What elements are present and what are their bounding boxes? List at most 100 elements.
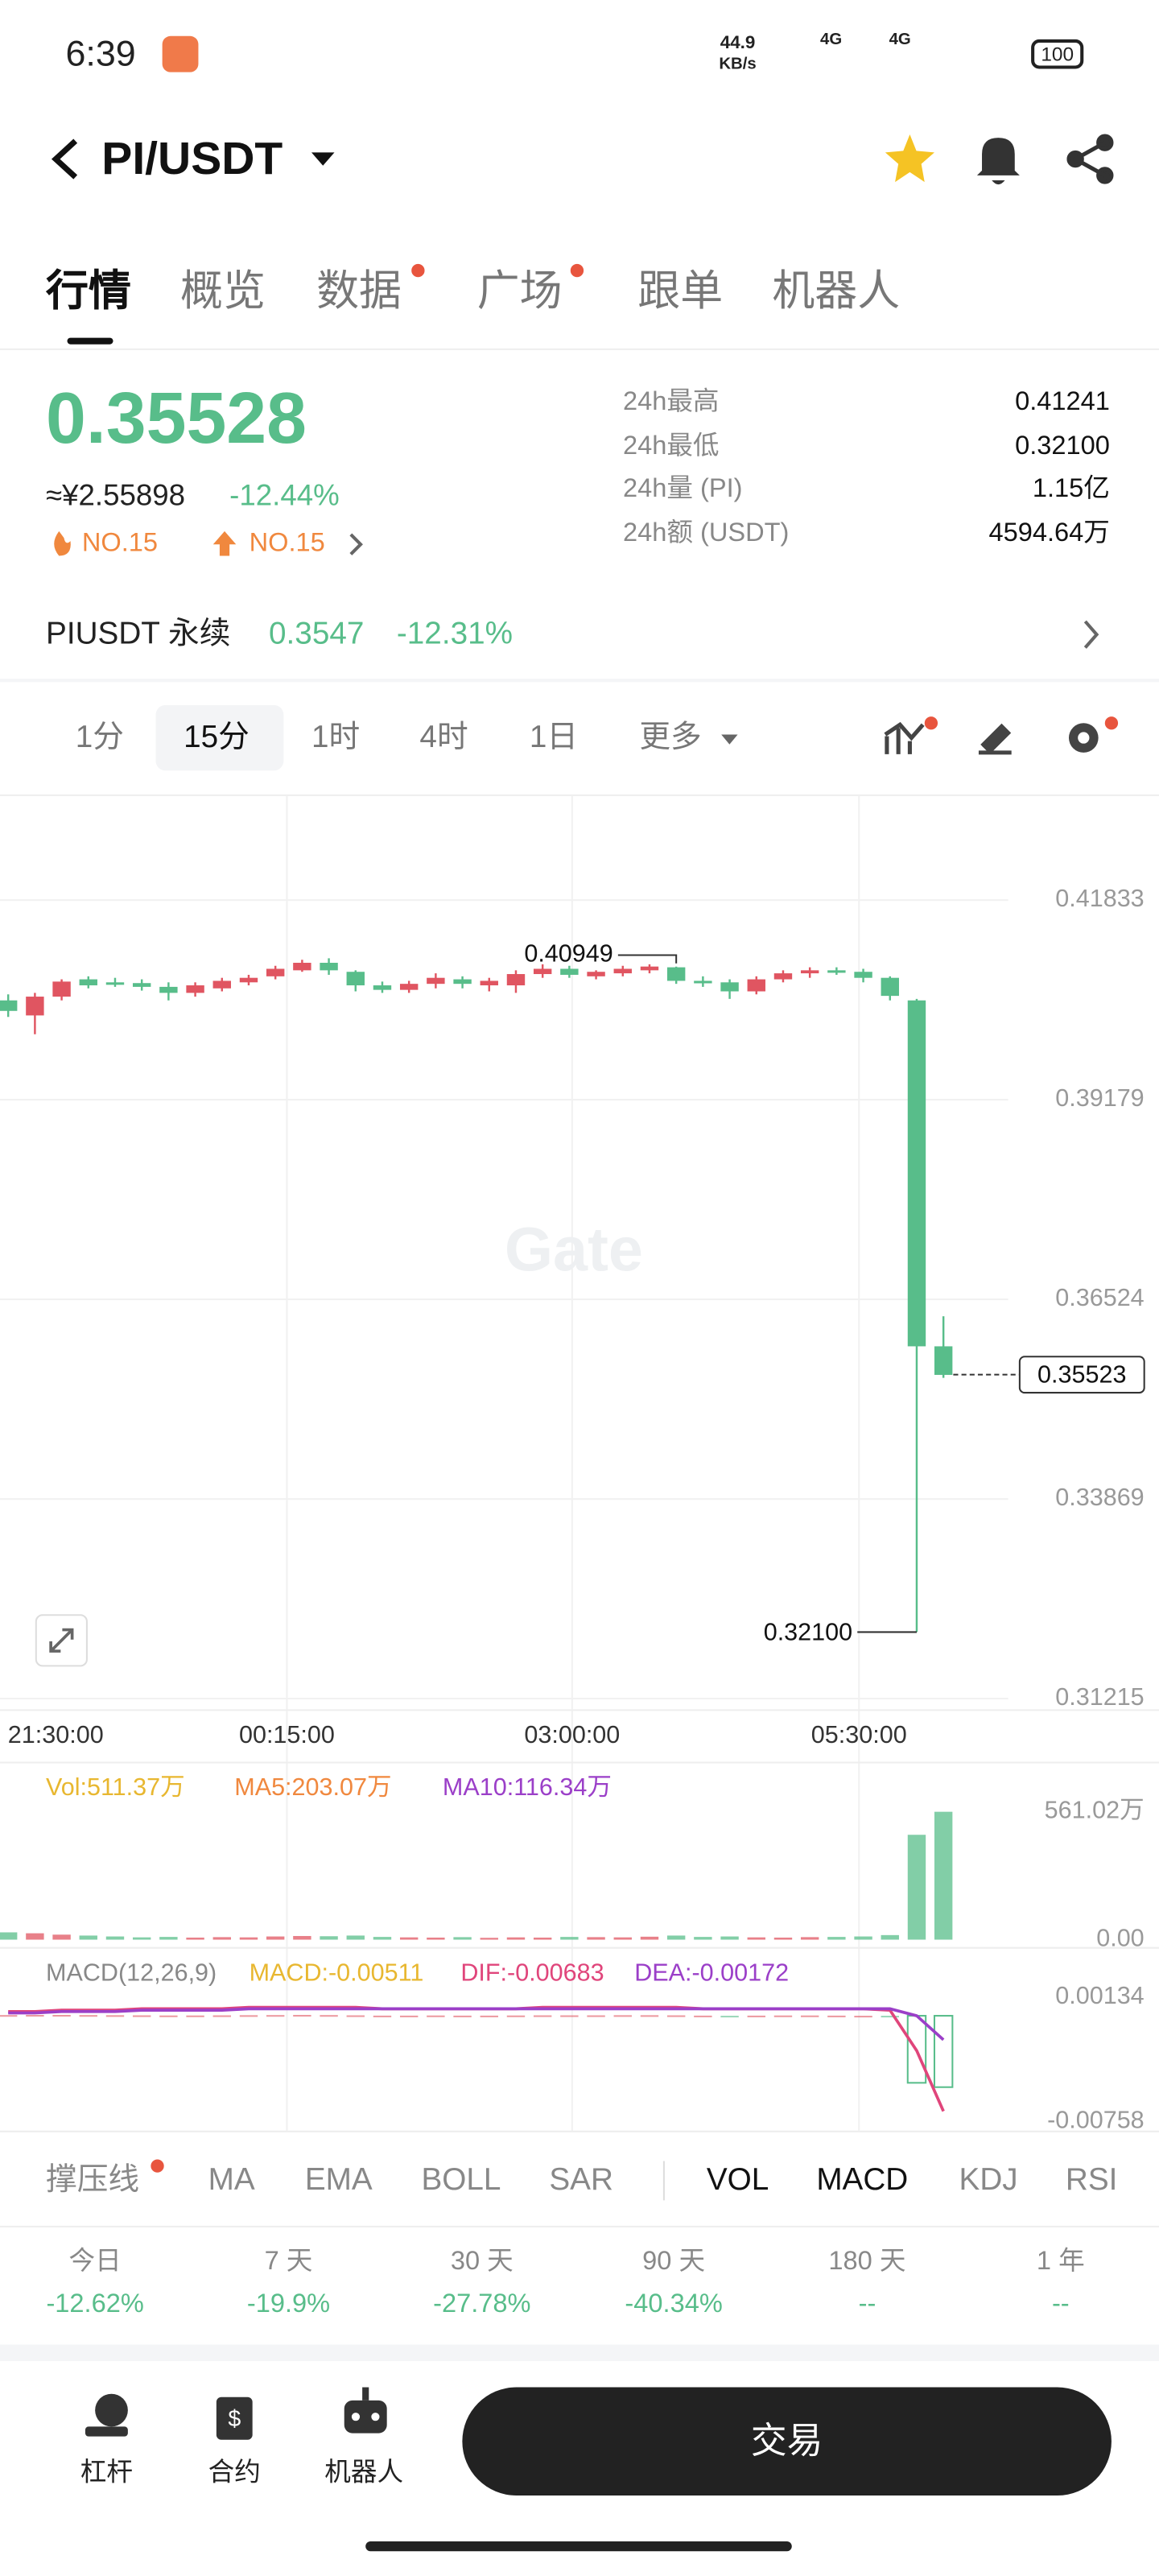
period: 7 天 <box>264 2248 313 2277</box>
perpetual-name[interactable]: PIUSDT 永续 <box>46 617 231 652</box>
tab[interactable]: 跟单 <box>637 265 724 316</box>
divider <box>0 2344 1159 2361</box>
watermark: Gate <box>504 1216 643 1286</box>
volume-bar <box>79 1935 97 1940</box>
y-tick-label: 0.36524 <box>1055 1284 1144 1311</box>
trade-button[interactable] <box>462 2387 1112 2496</box>
interval[interactable]: 15分 <box>184 720 250 755</box>
volume-bar <box>373 1937 392 1940</box>
volume-bar <box>132 1937 151 1940</box>
pair-title[interactable]: PI/USDT <box>101 132 283 184</box>
macd-bar <box>399 2015 419 2017</box>
volume-tick-label: 0.00 <box>1096 1925 1144 1952</box>
tab[interactable]: 机器人 <box>772 265 901 316</box>
indicator-icon[interactable] <box>884 721 925 754</box>
interval[interactable]: 1时 <box>311 720 361 755</box>
tab[interactable]: 数据 <box>316 265 402 316</box>
macd-bar <box>427 2015 445 2017</box>
volume-bar <box>52 1934 71 1940</box>
nav-label[interactable]: 机器人 <box>324 2459 404 2487</box>
dot <box>924 716 938 730</box>
interval[interactable]: 4时 <box>419 720 468 755</box>
indicator-tab[interactable]: KDJ <box>959 2163 1018 2198</box>
candle-body <box>694 980 712 984</box>
macd-bar <box>827 2015 846 2017</box>
macd-bar <box>694 2015 712 2017</box>
time: 6:39 <box>65 32 136 74</box>
last-price-box <box>1018 1356 1145 1394</box>
interval[interactable]: 1日 <box>529 720 579 755</box>
indicator-tab[interactable]: SAR <box>549 2163 613 2198</box>
nav-label[interactable]: 合约 <box>208 2459 261 2487</box>
trade-label[interactable]: 交易 <box>750 2420 823 2462</box>
macd-bar <box>933 2015 954 2088</box>
chevron[interactable] <box>349 533 363 555</box>
futures-icon[interactable]: $ <box>216 2396 253 2440</box>
macd-bar <box>720 2016 739 2018</box>
candle-body <box>587 972 605 976</box>
macd-bar <box>854 2016 872 2018</box>
interval[interactable]: 更多 <box>639 720 702 755</box>
indicator-tab[interactable]: MACD <box>816 2163 909 2198</box>
volume-legend: MA10:116.34万 <box>443 1773 612 1801</box>
tab[interactable]: 广场 <box>476 265 563 316</box>
volume-bar <box>907 1835 926 1940</box>
high-marker <box>617 954 678 964</box>
volume-bar <box>854 1936 872 1940</box>
candle-body <box>105 982 125 985</box>
stat-label: 24h最高 <box>622 388 720 417</box>
dropdown-icon[interactable] <box>721 734 738 745</box>
macd-bar <box>26 2015 44 2017</box>
indicator-tab[interactable]: 撑压线 <box>46 2163 140 2198</box>
volume-bar <box>186 1937 204 1940</box>
bot-icon[interactable] <box>344 2387 387 2434</box>
candle-body <box>773 973 793 980</box>
draw-icon[interactable] <box>978 723 1012 755</box>
share-icon[interactable] <box>1066 134 1114 184</box>
rank[interactable]: NO.15 <box>249 529 325 558</box>
settings-icon-hole <box>1078 732 1090 744</box>
fire-icon <box>54 530 71 556</box>
margin-icon[interactable] <box>85 2393 128 2437</box>
dropdown-icon[interactable] <box>311 152 335 166</box>
stat-label: 24h最低 <box>622 432 720 461</box>
indicator-tab[interactable]: MA <box>208 2163 255 2198</box>
back-icon[interactable] <box>51 138 78 180</box>
volume-tick-label: 561.02万 <box>1045 1797 1145 1824</box>
macd-bar <box>52 2015 71 2017</box>
tab[interactable]: 概览 <box>180 265 266 316</box>
macd-bar <box>346 2015 365 2017</box>
volume-bar <box>800 1937 819 1940</box>
volume-legend: MA5:203.07万 <box>234 1773 391 1801</box>
rank[interactable]: NO.15 <box>81 529 159 558</box>
nav-label[interactable]: 杠杆 <box>80 2459 133 2487</box>
macd-legend: DEA:-0.00172 <box>634 1959 789 1986</box>
interval[interactable]: 1分 <box>75 720 124 755</box>
period-change: -40.34% <box>625 2290 723 2319</box>
tab[interactable]: 行情 <box>46 265 131 316</box>
macd-dea-line <box>8 2007 945 2041</box>
macd-bar <box>881 2016 899 2018</box>
period-change: -- <box>1051 2290 1070 2319</box>
x-tick-label: 05:30:00 <box>811 1721 907 1748</box>
volume-bar <box>427 1937 445 1940</box>
x-tick-label: 21:30:00 <box>8 1721 104 1748</box>
period: 1 年 <box>1036 2248 1085 2277</box>
candle-body <box>613 968 632 974</box>
macd-bar <box>587 2015 605 2017</box>
network: 4G <box>889 31 911 50</box>
indicator-tab[interactable]: VOL <box>706 2163 769 2198</box>
chevron[interactable] <box>1083 620 1099 649</box>
volume-bar <box>881 1934 899 1940</box>
macd-bar <box>132 2015 151 2017</box>
indicator-tab[interactable]: BOLL <box>421 2163 501 2198</box>
indicator-tab[interactable]: EMA <box>304 2163 373 2198</box>
macd-bar <box>533 2015 552 2017</box>
alert-icon[interactable] <box>976 138 1020 185</box>
candle-body <box>186 985 204 993</box>
macd-bar <box>453 2015 472 2017</box>
volume-bar <box>533 1937 552 1940</box>
indicator-tab[interactable]: RSI <box>1065 2163 1118 2198</box>
star-icon[interactable] <box>885 134 934 183</box>
